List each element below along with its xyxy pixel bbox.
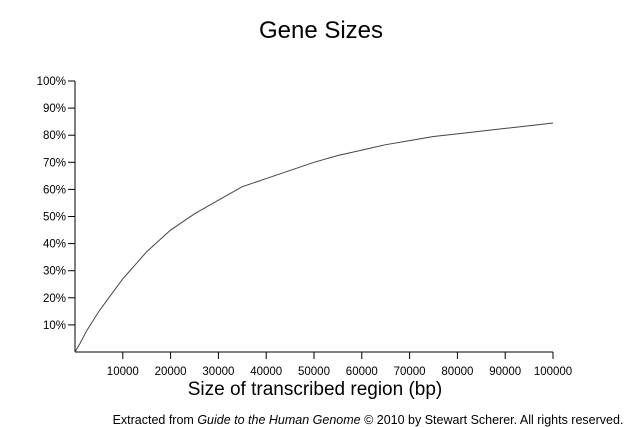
- y-tick-label: 10%: [43, 320, 66, 332]
- x-tick-label: 40000: [250, 366, 282, 378]
- x-tick-label: 80000: [441, 366, 473, 378]
- y-tick-label: 80%: [43, 130, 66, 142]
- x-tick-label: 50000: [298, 366, 330, 378]
- x-tick-label: 70000: [394, 366, 426, 378]
- credit-suffix: © 2010 by Stewart Scherer. All rights re…: [361, 413, 624, 427]
- y-tick-label: 50%: [43, 212, 66, 224]
- x-axis-ticks: 10000 20000 30000 40000 50000 60000 70000 80000…: [107, 352, 572, 378]
- y-tick-label: 100%: [37, 76, 66, 88]
- x-tick-label: 30000: [202, 366, 234, 378]
- credit-book-title: Guide to the Human Genome: [197, 413, 360, 427]
- y-tick-label: 90%: [43, 103, 66, 115]
- credit-line: Extracted from Guide to the Human Genome…: [113, 413, 624, 427]
- y-tick-label: 30%: [43, 266, 66, 278]
- y-tick-label: 60%: [43, 184, 66, 196]
- series-line: [74, 122, 554, 353]
- x-axis-label: Size of transcribed region (bp): [188, 379, 443, 400]
- y-tick-label: 20%: [43, 293, 66, 305]
- x-tick-label: 60000: [346, 366, 378, 378]
- credit-prefix: Extracted from: [113, 413, 198, 427]
- series-lines: [74, 122, 554, 353]
- chart-title: Gene Sizes: [259, 17, 383, 44]
- y-axis-ticks: 10% 20% 30% 40% 50% 60% 70% 80% 90% 100%: [37, 76, 75, 332]
- x-tick-label: 90000: [489, 366, 521, 378]
- x-tick-label: 20000: [155, 366, 187, 378]
- y-tick-label: 40%: [43, 239, 66, 251]
- x-tick-label: 100000: [534, 366, 572, 378]
- y-tick-label: 70%: [43, 157, 66, 169]
- x-tick-label: 10000: [107, 366, 139, 378]
